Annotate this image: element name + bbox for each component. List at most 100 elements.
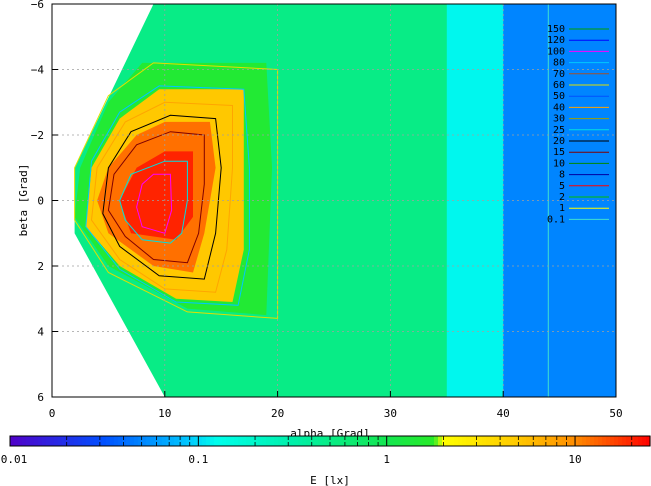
colorbar-segment xyxy=(338,436,343,446)
colorbar-segment xyxy=(458,436,463,446)
colorbar-segment xyxy=(202,436,207,446)
colorbar-segment xyxy=(354,436,359,446)
legend-label: 40 xyxy=(553,102,565,113)
colorbar-segment xyxy=(586,436,591,446)
colorbar-segment xyxy=(374,436,379,446)
colorbar-segment xyxy=(174,436,179,446)
legend-label: 15 xyxy=(553,147,565,158)
colorbar-segment xyxy=(126,436,131,446)
colorbar-segment xyxy=(122,436,127,446)
colorbar-segment xyxy=(498,436,503,446)
legend-label: 80 xyxy=(553,58,565,69)
colorbar-segment xyxy=(474,436,479,446)
colorbar-segment xyxy=(318,436,323,446)
colorbar-segment xyxy=(402,436,407,446)
colorbar-segment xyxy=(546,436,551,446)
colorbar-segment xyxy=(422,436,427,446)
x-tick-label: 50 xyxy=(609,407,622,420)
colorbar-segment xyxy=(78,436,83,446)
contour-line xyxy=(85,85,250,306)
colorbar-segment xyxy=(258,436,263,446)
colorbar-segment xyxy=(110,436,115,446)
contour-line xyxy=(90,101,233,293)
colorbar-segment xyxy=(58,436,63,446)
legend-label: 10 xyxy=(553,158,565,169)
colorbar-segment xyxy=(366,436,371,446)
legend-label: 8 xyxy=(559,170,565,181)
colorbar-segment xyxy=(106,436,111,446)
colorbar-segment xyxy=(82,436,87,446)
legend-label: 30 xyxy=(553,114,565,125)
colorbar-segment xyxy=(298,436,303,446)
colorbar-segment xyxy=(62,436,67,446)
colorbar-segment xyxy=(638,436,643,446)
colorbar-segment xyxy=(302,436,307,446)
colorbar-segment xyxy=(594,436,599,446)
colorbar-title: E [lx] xyxy=(310,474,350,486)
colorbar-segment xyxy=(262,436,267,446)
colorbar-segment xyxy=(114,436,119,446)
colorbar-segment xyxy=(118,436,123,446)
colorbar-segment xyxy=(146,436,151,446)
colorbar-segment xyxy=(286,436,291,446)
colorbar-segment xyxy=(230,436,235,446)
colorbar-segment xyxy=(154,436,159,446)
colorbar-segment xyxy=(150,436,155,446)
colorbar-segment xyxy=(90,436,95,446)
colorbar-segment xyxy=(310,436,315,446)
y-tick-label: −4 xyxy=(31,64,45,77)
colorbar-segment xyxy=(574,436,579,446)
colorbar-segment xyxy=(294,436,299,446)
colorbar-segment xyxy=(330,436,335,446)
colorbar-segment xyxy=(614,436,619,446)
colorbar-segment xyxy=(322,436,327,446)
legend-label: 1 xyxy=(559,203,565,214)
colorbar-segment xyxy=(218,436,223,446)
colorbar-segment xyxy=(618,436,623,446)
x-tick-label: 20 xyxy=(271,407,284,420)
colorbar-segment xyxy=(18,436,23,446)
colorbar-segment xyxy=(430,436,435,446)
colorbar-segment xyxy=(626,436,631,446)
colorbar-segment xyxy=(342,436,347,446)
colorbar-segment xyxy=(282,436,287,446)
colorbar-segment xyxy=(378,436,383,446)
colorbar-segment xyxy=(266,436,271,446)
colorbar-segment xyxy=(578,436,583,446)
colorbar-segment xyxy=(158,436,163,446)
contour-line xyxy=(107,131,205,264)
colorbar-segment xyxy=(398,436,403,446)
colorbar-segment xyxy=(602,436,607,446)
colorbar-segment xyxy=(562,436,567,446)
colorbar-segment xyxy=(26,436,31,446)
colorbar-segment xyxy=(38,436,43,446)
colorbar-segment xyxy=(234,436,239,446)
y-tick-label: −2 xyxy=(31,129,44,142)
colorbar-segment xyxy=(382,436,387,446)
colorbar-segment xyxy=(646,436,651,446)
colorbar-segment xyxy=(642,436,647,446)
colorbar-segment xyxy=(566,436,571,446)
colorbar-segment xyxy=(30,436,35,446)
colorbar-segment xyxy=(522,436,527,446)
y-tick-label: 4 xyxy=(37,326,44,339)
colorbar-segment xyxy=(34,436,39,446)
colorbar-segment xyxy=(622,436,627,446)
colorbar-segment xyxy=(94,436,99,446)
colorbar-segment xyxy=(10,436,15,446)
legend-label: 50 xyxy=(553,91,565,102)
colorbar-segment xyxy=(406,436,411,446)
y-tick-label: 0 xyxy=(37,195,44,208)
colorbar-segment xyxy=(250,436,255,446)
colorbar-segment xyxy=(346,436,351,446)
colorbar-segment xyxy=(254,436,259,446)
colorbar-segment xyxy=(214,436,219,446)
colorbar-segment xyxy=(362,436,367,446)
colorbar-segment xyxy=(502,436,507,446)
colorbar-tick-label: 1 xyxy=(383,453,390,466)
colorbar-segment xyxy=(194,436,199,446)
colorbar-segment xyxy=(370,436,375,446)
colorbar-segment xyxy=(486,436,491,446)
grid-lines xyxy=(52,4,616,397)
colorbar-segment xyxy=(506,436,511,446)
